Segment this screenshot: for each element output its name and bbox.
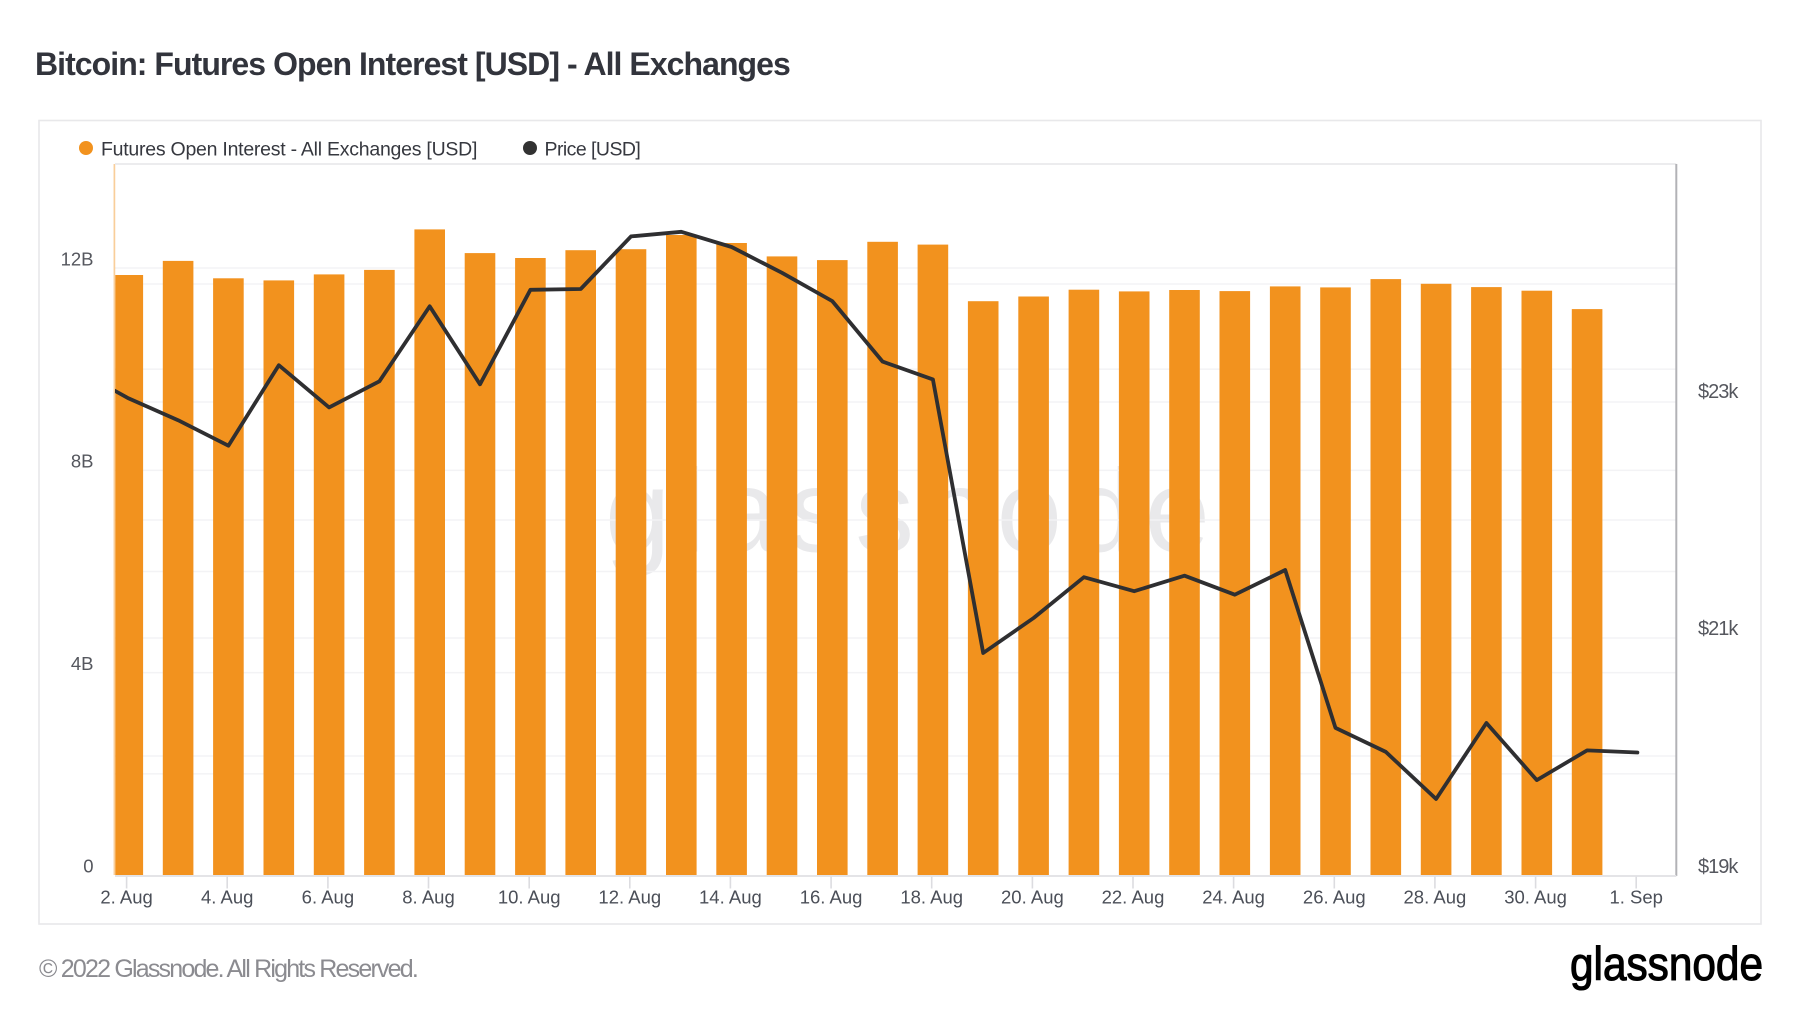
svg-text:12B: 12B xyxy=(61,248,94,269)
svg-text:8. Aug: 8. Aug xyxy=(402,887,454,908)
svg-text:26. Aug: 26. Aug xyxy=(1303,887,1366,908)
svg-text:$21k: $21k xyxy=(1698,618,1739,640)
svg-text:glassnode: glassnode xyxy=(1570,937,1763,990)
svg-text:14. Aug: 14. Aug xyxy=(699,887,762,908)
svg-text:Bitcoin: Futures Open Interest: Bitcoin: Futures Open Interest [USD] - A… xyxy=(35,46,790,82)
svg-text:4. Aug: 4. Aug xyxy=(201,887,253,908)
svg-text:28. Aug: 28. Aug xyxy=(1404,887,1467,908)
svg-text:0: 0 xyxy=(83,855,93,876)
svg-text:18. Aug: 18. Aug xyxy=(900,887,963,908)
svg-text:30. Aug: 30. Aug xyxy=(1504,887,1567,908)
svg-text:24. Aug: 24. Aug xyxy=(1202,887,1265,908)
svg-text:6. Aug: 6. Aug xyxy=(302,887,354,908)
svg-text:2. Aug: 2. Aug xyxy=(100,887,152,908)
svg-text:12. Aug: 12. Aug xyxy=(598,887,661,908)
svg-text:10. Aug: 10. Aug xyxy=(498,887,561,908)
svg-text:22. Aug: 22. Aug xyxy=(1102,887,1165,908)
svg-text:Price [USD]: Price [USD] xyxy=(545,138,641,160)
svg-text:© 2022 Glassnode. All Rights R: © 2022 Glassnode. All Rights Reserved. xyxy=(39,955,417,983)
svg-text:8B: 8B xyxy=(71,451,94,472)
svg-text:$23k: $23k xyxy=(1698,381,1739,403)
svg-text:1. Sep: 1. Sep xyxy=(1609,887,1663,908)
svg-text:4B: 4B xyxy=(71,653,94,674)
svg-text:Futures Open Interest - All Ex: Futures Open Interest - All Exchanges [U… xyxy=(101,138,477,160)
svg-text:20. Aug: 20. Aug xyxy=(1001,887,1064,908)
svg-text:$19k: $19k xyxy=(1698,856,1739,878)
svg-text:16. Aug: 16. Aug xyxy=(800,887,863,908)
